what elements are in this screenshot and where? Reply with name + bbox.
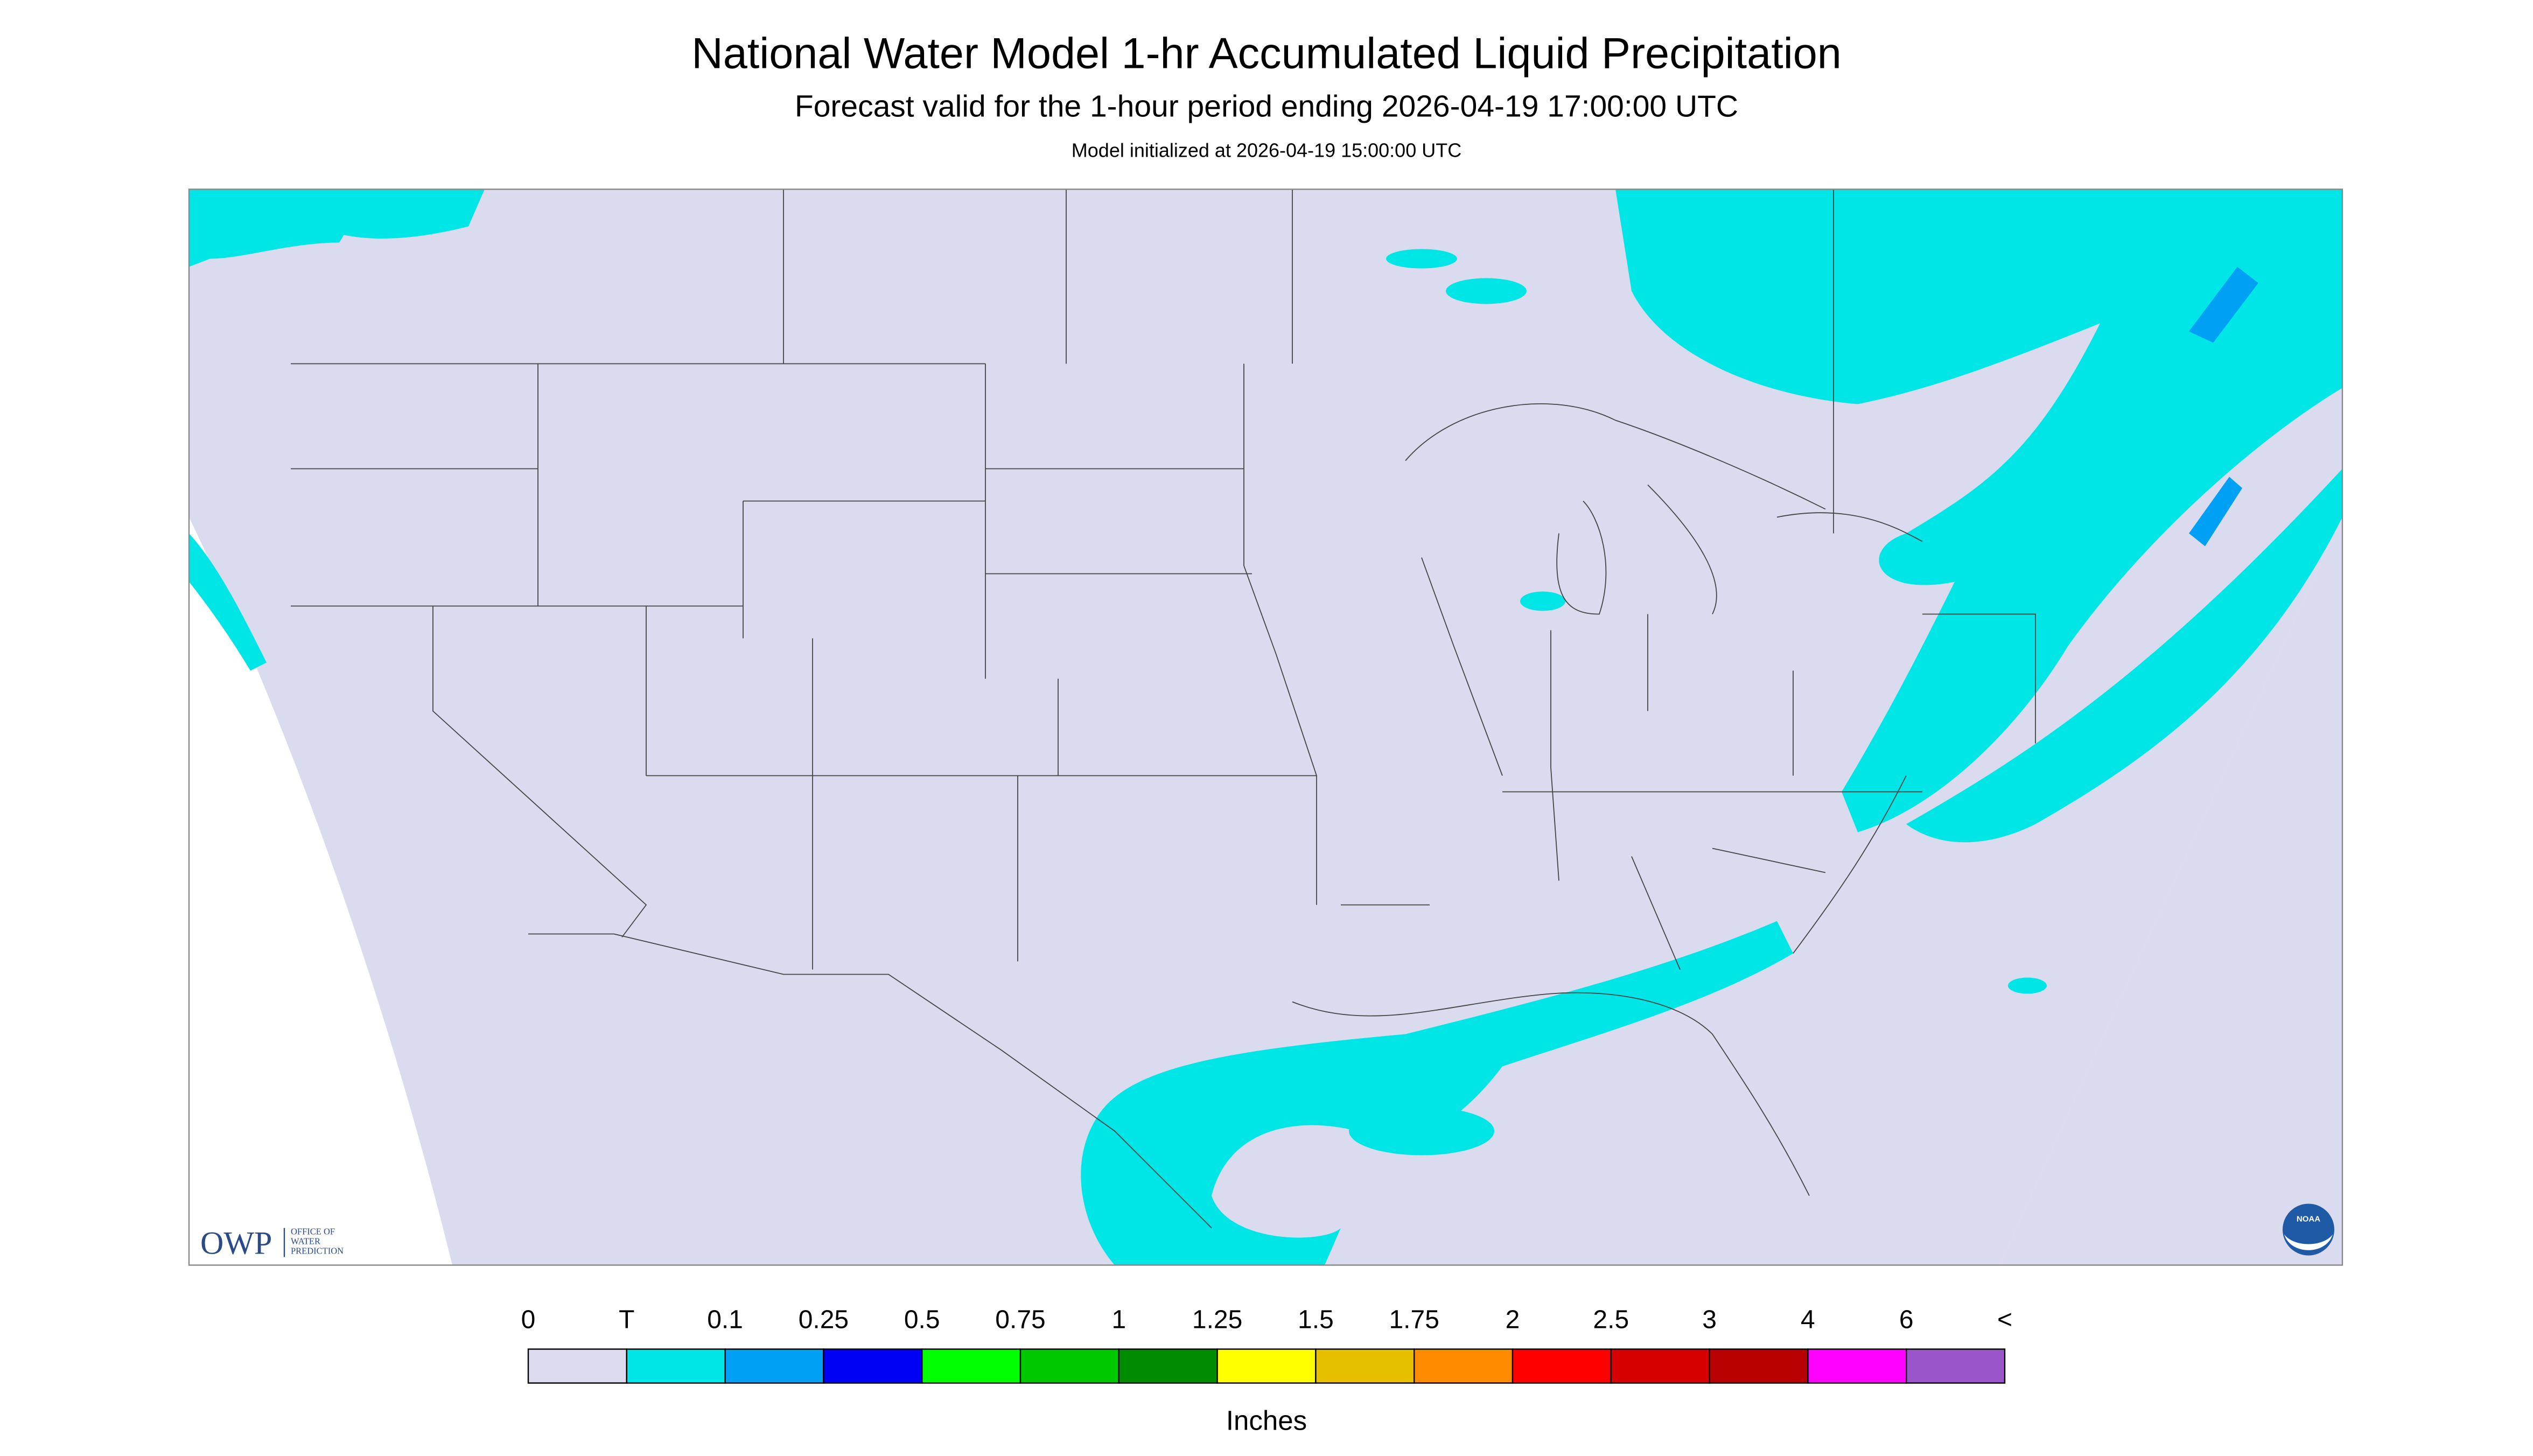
legend-label: 0.75 (995, 1306, 1045, 1334)
legend-label: 2.5 (1593, 1306, 1629, 1334)
owp-logo: OWP OFFICE OF WATER PREDICTION (200, 1226, 344, 1261)
legend-swatch (1019, 1348, 1120, 1384)
rain-area (1081, 921, 1793, 1265)
legend-swatch (1118, 1348, 1218, 1384)
legend-label: < (1997, 1306, 2012, 1334)
legend-label: 2 (1506, 1306, 1520, 1334)
legend-swatch (1905, 1348, 2006, 1384)
legend-swatch (1315, 1348, 1415, 1384)
noaa-logo: NOAA (2283, 1203, 2334, 1256)
rain-area (1386, 249, 1457, 269)
legend-swatch (1610, 1348, 1710, 1384)
legend-swatch (1512, 1348, 1612, 1384)
legend-swatch (1807, 1348, 1907, 1384)
logo-line: PREDICTION (291, 1246, 344, 1256)
rain-area (1446, 278, 1527, 304)
legend-label: 1.5 (1298, 1306, 1334, 1334)
legend-swatch (1414, 1348, 1514, 1384)
legend-label: 0 (521, 1306, 536, 1334)
legend-swatch (1216, 1348, 1317, 1384)
rain-area (189, 189, 485, 267)
legend-label: 6 (1899, 1306, 1914, 1334)
legend-label: 1.25 (1192, 1306, 1242, 1334)
noaa-wave (2284, 1234, 2333, 1250)
rain-area (2008, 977, 2047, 994)
map (188, 188, 2343, 1266)
legend-label: 3 (1702, 1306, 1717, 1334)
legend-swatch (527, 1348, 628, 1384)
legend-label: 1 (1111, 1306, 1126, 1334)
noaa-text: NOAA (2297, 1215, 2320, 1224)
legend-swatch (626, 1348, 726, 1384)
rain-area (1349, 1107, 1494, 1156)
init-note: Model initialized at 2026-04-19 15:00:00… (1072, 139, 1461, 162)
legend-swatch (724, 1348, 824, 1384)
logo-name: OWP (200, 1226, 272, 1261)
legend-label: T (619, 1306, 634, 1334)
rain-area (1520, 591, 1565, 611)
logo-line: WATER (291, 1236, 320, 1247)
rain-area (189, 533, 267, 671)
legend-label: 4 (1801, 1306, 1815, 1334)
legend-unit: Inches (1226, 1405, 1307, 1436)
precipitation (189, 189, 2342, 1265)
rain-area (1906, 468, 2342, 843)
state-borders (291, 189, 2036, 1229)
legend-swatch (921, 1348, 1021, 1384)
domain-fill (189, 189, 2342, 1265)
title: National Water Model 1-hr Accumulated Li… (691, 30, 1842, 78)
subtitle: Forecast valid for the 1-hour period end… (795, 89, 1738, 124)
logo-line: OFFICE OF (291, 1227, 335, 1237)
legend-swatch (1709, 1348, 1809, 1384)
legend-label: 1.75 (1389, 1306, 1439, 1334)
color-legend: Inches 0 T 0.1 0.25 0.5 0.75 1 1.25 1.5 1.75 2 2.5 3… (521, 1306, 2012, 1436)
rain-area (1615, 189, 2342, 832)
map-frame (188, 188, 2343, 1266)
heavier-rain (2189, 477, 2242, 547)
legend-label: 0.5 (904, 1306, 940, 1334)
rain-area (1696, 950, 1761, 973)
legend-swatch (823, 1348, 923, 1384)
legend-label: 0.25 (799, 1306, 849, 1334)
legend-label: 0.1 (707, 1306, 743, 1334)
heavier-rain (2189, 267, 2258, 343)
